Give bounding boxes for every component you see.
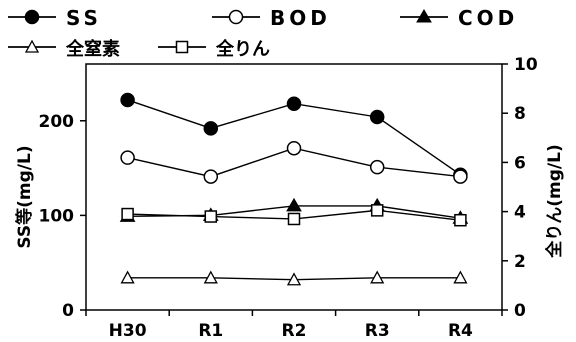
data-point (453, 169, 468, 184)
data-point (286, 96, 302, 111)
x-tick-label: R2 (282, 321, 307, 341)
right-tick-label: 2 (514, 252, 526, 272)
x-axis-ticks: H30 R1 R2 R3 R4 (85, 310, 503, 341)
data-point (203, 270, 218, 284)
series-全りん (121, 204, 467, 227)
right-tick-label: 8 (514, 104, 526, 124)
legend-label: SS (66, 6, 102, 30)
legend-marker (24, 9, 40, 25)
legend-marker (416, 9, 432, 23)
legend-marker (175, 40, 189, 54)
data-point (286, 197, 302, 212)
data-point (286, 272, 302, 286)
left-tick-label: 0 (62, 301, 74, 321)
data-point (286, 140, 302, 156)
right-tick-label: 6 (514, 153, 526, 173)
data-point (203, 121, 219, 136)
left-tick-label: 200 (39, 112, 75, 132)
data-point (369, 109, 385, 125)
data-point (370, 270, 385, 284)
right-tick-label: 4 (514, 203, 526, 223)
data-point (454, 213, 467, 227)
left-axis-label: SS等(mg/L) (14, 145, 35, 248)
right-axis-label: 全りん(mg/L) (544, 144, 565, 258)
legend-label: BOD (270, 6, 331, 30)
data-point (204, 210, 218, 223)
right-axis-ticks: 0 2 4 6 8 10 (502, 55, 538, 321)
x-tick-label: R3 (365, 321, 390, 341)
series-BOD (120, 140, 468, 184)
left-tick-label: 100 (39, 206, 75, 226)
legend-marker (24, 39, 40, 53)
left-axis-ticks: 0 100 200 (39, 112, 86, 321)
data-point (120, 150, 135, 165)
legend-item: 全窒素 (8, 38, 120, 60)
legend-label: COD (458, 6, 518, 30)
right-tick-label: 10 (514, 55, 538, 75)
data-point (453, 270, 468, 284)
legend-item: BOD (212, 6, 331, 30)
series-group (119, 92, 469, 286)
x-tick-label: R4 (448, 321, 473, 341)
data-point (120, 270, 135, 284)
series-line (127, 99, 461, 176)
legend-label: 全窒素 (65, 38, 120, 60)
legend: SS BOD COD 全窒素 全りん (8, 6, 518, 60)
plot-area-frame (85, 63, 503, 311)
legend-marker (228, 9, 244, 25)
legend-item: COD (400, 6, 518, 30)
data-point (287, 212, 301, 226)
data-point (203, 169, 219, 184)
x-tick-label: R1 (198, 321, 223, 341)
legend-label: 全りん (215, 38, 270, 60)
data-point (369, 159, 385, 175)
legend-item: 全りん (158, 38, 270, 60)
data-point (370, 204, 384, 217)
series-全窒素 (120, 270, 468, 286)
legend-item: SS (8, 6, 102, 30)
data-point (120, 92, 135, 108)
x-tick-label: H30 (109, 321, 147, 341)
right-tick-label: 0 (514, 301, 526, 321)
data-point (121, 207, 134, 221)
